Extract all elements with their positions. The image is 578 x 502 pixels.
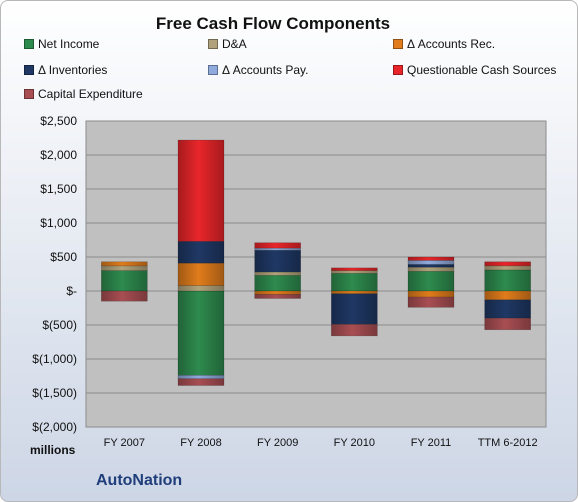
- x-tick-label: FY 2008: [180, 437, 221, 449]
- bar-segment: [484, 299, 531, 319]
- bar-segment: [331, 270, 378, 274]
- bar-segment: [407, 260, 455, 265]
- bar-segment: [407, 270, 455, 292]
- legend-item-net-income: Net Income: [24, 37, 99, 51]
- bar-segment: [254, 290, 301, 295]
- bar-segment: [177, 290, 225, 376]
- y-tick-label: $(1,500): [32, 386, 77, 400]
- bar-segment: [407, 296, 455, 308]
- legend-swatch: [208, 65, 218, 75]
- brand-label: AutoNation: [96, 472, 183, 489]
- bar-segment: [101, 270, 148, 292]
- legend-label: Δ Accounts Rec.: [407, 37, 496, 51]
- y-tick-label: $(500): [42, 318, 77, 332]
- x-tick-label: FY 2011: [411, 437, 452, 449]
- legend-label: Δ Inventories: [38, 63, 108, 77]
- bar-segment: [177, 262, 225, 286]
- bar-segment: [484, 317, 531, 331]
- legend-swatch: [393, 65, 403, 75]
- legend-item-inventories: Δ Inventories: [24, 63, 107, 77]
- y-tick-label: $-: [66, 284, 77, 298]
- y-tick-label: $2,000: [40, 148, 77, 162]
- legend-item-questionable-cash: Questionable Cash Sources: [393, 63, 556, 77]
- bar-segment: [407, 266, 455, 272]
- bar-segment: [254, 294, 301, 299]
- bar-segment: [177, 378, 225, 386]
- bar-segment: [407, 264, 455, 268]
- bar-segment: [484, 265, 531, 271]
- legend-item-accounts-pay: Δ Accounts Pay.: [208, 63, 309, 77]
- legend-item-accounts-rec: Δ Accounts Rec.: [393, 37, 495, 51]
- bar-segment: [101, 265, 148, 271]
- x-tick-label: FY 2009: [257, 437, 298, 449]
- bar-segment: [484, 269, 531, 292]
- legend-label: Net Income: [38, 37, 100, 51]
- bar-segment: [254, 271, 301, 276]
- bar-segment: [254, 242, 301, 249]
- bar-segment: [331, 273, 378, 292]
- legend-swatch: [24, 39, 34, 49]
- y-tick-label: $(1,000): [32, 352, 77, 366]
- y-tick-label: $500: [50, 250, 77, 264]
- bar-segment: [101, 290, 148, 302]
- chart-title: Free Cash Flow Components: [155, 14, 391, 33]
- legend-item-capital-expenditure: Capital Expenditure: [24, 87, 143, 101]
- bar-segment: [254, 247, 301, 251]
- bar-segment: [254, 249, 301, 273]
- bar-segment: [331, 290, 378, 295]
- y-tick-label: $(2,000): [32, 420, 77, 434]
- legend-swatch: [393, 39, 403, 49]
- bar-segment: [177, 139, 225, 242]
- bar-segment: [484, 261, 531, 267]
- x-tick-label: FY 2007: [104, 437, 145, 449]
- bar-segment: [331, 324, 378, 337]
- bar-segment: [254, 275, 301, 292]
- bar-segment: [407, 290, 455, 298]
- x-tick-label: TTM 6-2012: [478, 437, 538, 449]
- legend-swatch: [24, 65, 34, 75]
- plot-area: [85, 120, 547, 428]
- bar-segment: [331, 267, 378, 271]
- legend-swatch: [208, 39, 218, 49]
- bar-segment: [331, 293, 378, 325]
- legend-label: Questionable Cash Sources: [407, 63, 557, 77]
- unit-label: millions: [30, 443, 76, 457]
- y-tick-label: $1,000: [40, 216, 77, 230]
- y-tick-label: $1,500: [40, 182, 77, 196]
- legend-item-da: D&A: [208, 37, 247, 51]
- bar-segment: [177, 285, 225, 292]
- bar-segment: [101, 261, 148, 267]
- legend-label: D&A: [222, 37, 247, 51]
- bar-segment: [407, 256, 455, 261]
- bar-segment: [177, 375, 225, 380]
- y-tick-label: $2,500: [40, 114, 77, 128]
- legend-swatch: [24, 89, 34, 99]
- bar-segment: [177, 241, 225, 264]
- x-tick-label: FY 2010: [334, 437, 375, 449]
- legend-label: Capital Expenditure: [38, 87, 143, 101]
- legend-label: Δ Accounts Pay.: [222, 63, 309, 77]
- bar-segment: [484, 290, 531, 301]
